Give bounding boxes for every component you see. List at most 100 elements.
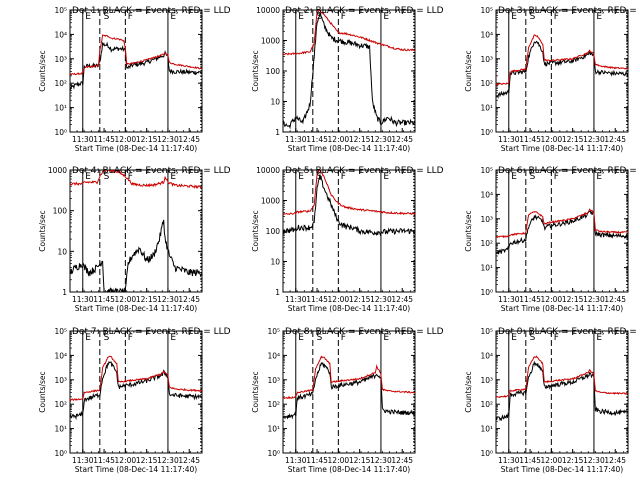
- x-tick-label: 11:30: [285, 456, 307, 465]
- x-tick-label: 12:45: [178, 135, 200, 144]
- x-tick-label: 11:30: [285, 295, 307, 304]
- y-tick-label: 10: [270, 98, 280, 107]
- event-marker: F: [128, 172, 133, 182]
- event-marker: S: [317, 333, 323, 343]
- x-tick-label: 12:45: [178, 456, 200, 465]
- x-tick-label: 11:45: [306, 456, 328, 465]
- event-marker: E: [170, 333, 176, 343]
- x-tick-label: 12:30: [157, 295, 179, 304]
- event-marker: E: [383, 172, 389, 182]
- plot-frame: [69, 330, 203, 454]
- y-tick-label: 10²: [267, 400, 280, 409]
- x-tick-label: 12:15: [562, 135, 584, 144]
- x-axis-label: Start Time (08-Dec-14 11:17:40): [75, 304, 197, 313]
- event-marker: E: [298, 333, 304, 343]
- panel-title: Det 1: BLACK = Events, RED = LLD: [72, 6, 231, 16]
- x-tick-label: 12:45: [391, 135, 413, 144]
- y-tick-label: 1: [275, 288, 280, 297]
- panel-title: Det 8: BLACK = Events, RED = LLD: [285, 327, 444, 337]
- x-tick-label: 11:30: [72, 295, 94, 304]
- x-tick-label: 11:30: [498, 135, 520, 144]
- y-axis-label: Counts/sec: [38, 210, 47, 251]
- x-tick-label: 12:30: [583, 295, 605, 304]
- event-marker: E: [511, 172, 517, 182]
- series-line-events: [283, 174, 415, 237]
- y-tick-label: 10³: [480, 55, 493, 64]
- x-tick-label: 12:15: [349, 135, 371, 144]
- panel-title: Det 6: BLACK = Events, RED = LLD: [498, 166, 640, 176]
- x-axis-label: Start Time (08-Dec-14 11:17:40): [288, 144, 410, 153]
- event-marker: E: [596, 12, 602, 22]
- y-tick-label: 10¹: [54, 425, 67, 434]
- x-tick-label: 12:15: [562, 456, 584, 465]
- panel-title: Det 7: BLACK = Events, RED = LLD: [72, 327, 231, 337]
- y-tick-label: 10¹: [480, 264, 493, 273]
- y-axis-label: Counts/sec: [251, 210, 260, 251]
- x-tick-label: 11:45: [519, 295, 541, 304]
- y-axis-label: Counts/sec: [38, 50, 47, 91]
- y-tick-label: 10⁵: [267, 327, 280, 336]
- y-tick-label: 10²: [480, 239, 493, 248]
- series-line-lld: [496, 34, 628, 86]
- y-axis-label: Counts/sec: [251, 371, 260, 412]
- x-tick-label: 11:30: [72, 456, 94, 465]
- y-tick-label: 10⁵: [54, 327, 67, 336]
- x-tick-label: 12:00: [541, 295, 563, 304]
- plot-frame: [282, 330, 416, 454]
- plot-frame: [282, 169, 416, 293]
- x-tick-label: 11:45: [306, 295, 328, 304]
- series-line-lld: [70, 355, 202, 402]
- x-tick-label: 12:15: [136, 135, 158, 144]
- panel-title: Det 9: BLACK = Events, RED = LLD: [498, 327, 640, 337]
- event-marker: E: [170, 172, 176, 182]
- y-tick-label: 1000: [261, 37, 280, 46]
- plot-frame: [69, 169, 203, 293]
- x-tick-label: 11:45: [93, 135, 115, 144]
- y-tick-label: 10³: [267, 376, 280, 385]
- x-tick-label: 12:30: [157, 456, 179, 465]
- event-marker: F: [341, 172, 346, 182]
- event-marker: E: [511, 333, 517, 343]
- series-line-events: [70, 219, 202, 292]
- y-tick-label: 10⁰: [480, 288, 493, 297]
- panel-title: Det 5: BLACK = Events, RED = LLD: [285, 166, 444, 176]
- y-tick-label: 10⁵: [54, 6, 67, 15]
- event-marker: F: [128, 12, 133, 22]
- x-tick-label: 12:00: [541, 135, 563, 144]
- y-tick-label: 10⁵: [480, 6, 493, 15]
- series-line-lld: [496, 355, 628, 399]
- y-tick-label: 10⁴: [480, 30, 493, 39]
- y-axis-label: Counts/sec: [464, 371, 473, 412]
- series-line-lld: [496, 208, 628, 239]
- x-tick-label: 11:30: [498, 295, 520, 304]
- event-marker: S: [530, 12, 536, 22]
- event-marker: E: [85, 172, 91, 182]
- y-tick-label: 10⁰: [54, 128, 67, 137]
- x-tick-label: 12:45: [391, 295, 413, 304]
- event-marker: E: [596, 172, 602, 182]
- series-line-events: [283, 361, 415, 420]
- y-tick-label: 1000: [261, 197, 280, 206]
- y-tick-label: 1: [62, 288, 67, 297]
- event-marker: E: [383, 333, 389, 343]
- series-line-lld: [70, 34, 202, 76]
- y-tick-label: 10⁴: [480, 351, 493, 360]
- x-tick-label: 12:30: [370, 135, 392, 144]
- event-marker: F: [341, 12, 346, 22]
- event-marker: E: [85, 333, 91, 343]
- y-axis-label: Counts/sec: [464, 210, 473, 251]
- x-axis-label: Start Time (08-Dec-14 11:17:40): [288, 304, 410, 313]
- x-tick-label: 12:00: [115, 295, 137, 304]
- x-axis-label: Start Time (08-Dec-14 11:17:40): [75, 144, 197, 153]
- x-tick-label: 12:30: [370, 456, 392, 465]
- series-line-lld: [283, 355, 415, 400]
- y-tick-label: 10: [57, 247, 67, 256]
- x-tick-label: 11:45: [306, 135, 328, 144]
- x-tick-label: 11:45: [93, 295, 115, 304]
- event-marker: E: [596, 333, 602, 343]
- event-marker: S: [530, 172, 536, 182]
